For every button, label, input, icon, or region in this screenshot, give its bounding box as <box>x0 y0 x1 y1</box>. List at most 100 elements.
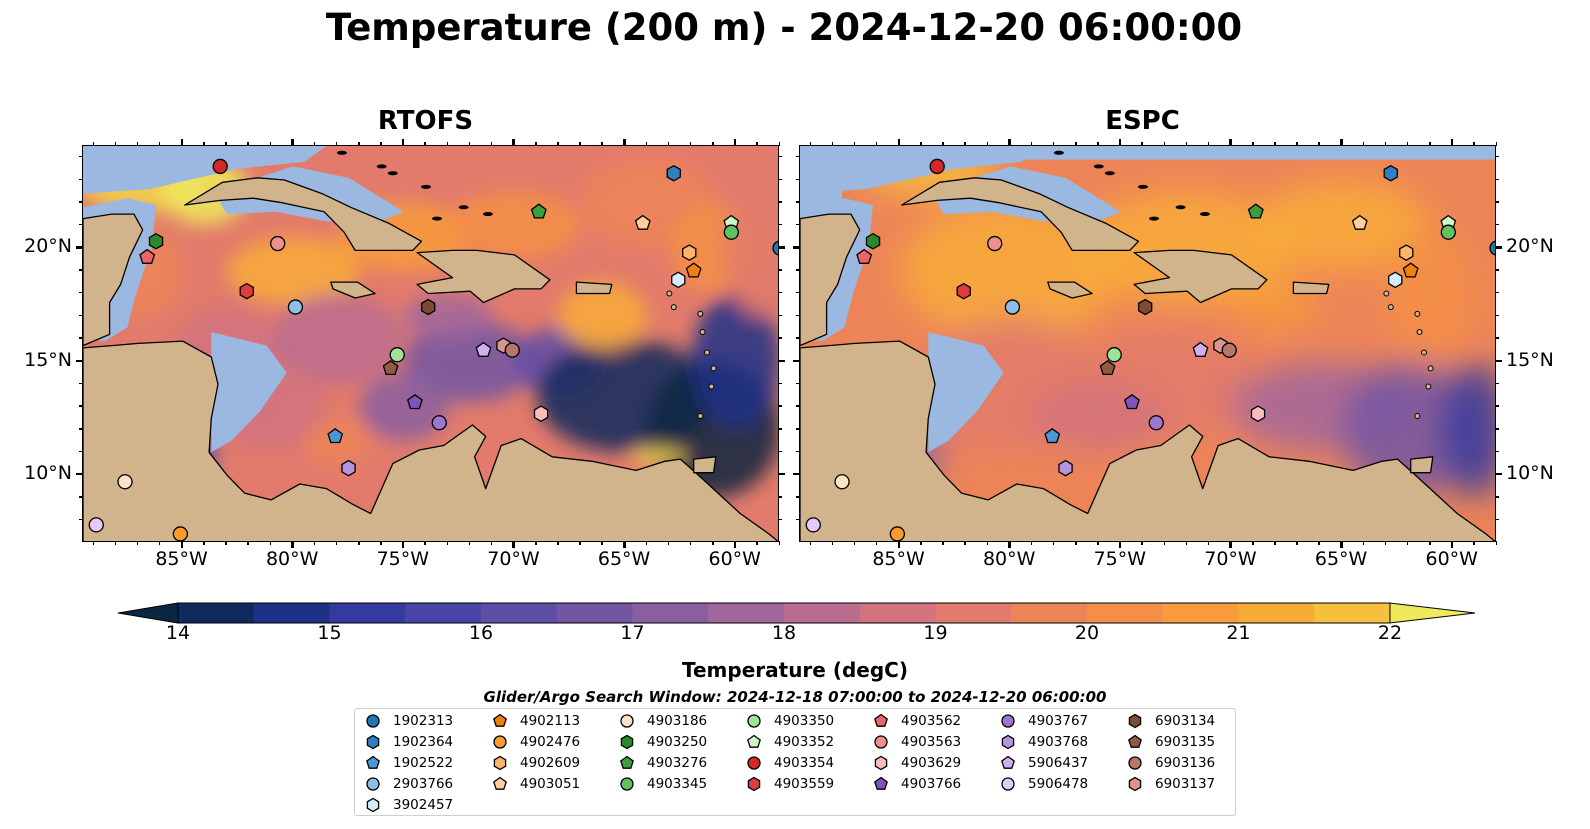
lon-tick-label: 70°W <box>1204 548 1257 570</box>
lon-tick-top <box>1450 139 1454 146</box>
legend-marker-icon <box>366 797 380 813</box>
colorbar-segment <box>481 603 558 623</box>
minor-tick <box>875 142 878 146</box>
float-marker-4902113 <box>685 262 702 278</box>
minor-tick <box>1495 291 1499 294</box>
lon-tick-bottom <box>401 541 405 548</box>
legend-label: 4903767 <box>1028 713 1089 729</box>
minor-tick <box>1495 269 1499 271</box>
lat-tick-left <box>76 359 83 362</box>
legend-marker-1902313 <box>366 714 380 728</box>
legend-marker-6903136 <box>1128 756 1142 770</box>
legend-label: 1902364 <box>393 734 454 750</box>
legend-marker-icon <box>493 755 507 771</box>
legend-marker-icon <box>366 755 380 769</box>
legend-marker-icon <box>747 734 761 748</box>
legend-marker-icon <box>747 776 761 792</box>
colorbar-graphic <box>117 602 1476 624</box>
minor-tick <box>1495 428 1499 430</box>
minor-tick <box>1406 541 1409 545</box>
panel-title-rtofs: RTOFS <box>377 106 474 136</box>
lon-tick-bottom <box>897 541 901 548</box>
minor-tick <box>986 541 989 545</box>
minor-tick <box>1318 541 1320 545</box>
colorbar-segment <box>1314 603 1391 623</box>
float-marker-4903562 <box>856 248 873 264</box>
minor-tick <box>1163 142 1166 146</box>
legend-marker-icon <box>493 776 507 790</box>
minor-tick <box>778 291 782 294</box>
lon-tick-label: 80°W <box>982 548 1036 570</box>
legend-marker-icon <box>366 734 380 750</box>
float-marker-4903350 <box>389 347 405 363</box>
legend-marker-4903768 <box>1001 734 1015 750</box>
figure-title: Temperature (200 m) - 2024-12-20 06:00:0… <box>325 6 1243 49</box>
minor-tick <box>1030 541 1033 545</box>
legend-label: 4903559 <box>774 776 835 792</box>
legend-marker-4903276 <box>620 755 634 769</box>
minor-tick <box>796 223 800 226</box>
minor-tick <box>796 382 800 385</box>
colorbar-tick-label: 19 <box>923 622 948 644</box>
float-marker-4903629 <box>533 405 549 423</box>
lon-tick-bottom <box>1008 541 1011 548</box>
legend-marker-icon <box>747 714 761 728</box>
float-marker-4902476 <box>889 526 906 541</box>
legend-label: 6903134 <box>1155 713 1216 729</box>
minor-tick <box>1495 382 1499 385</box>
legend-label: 4903186 <box>647 713 708 729</box>
minor-tick <box>778 496 782 498</box>
minor-tick <box>468 142 471 146</box>
minor-tick <box>1097 142 1099 146</box>
lat-tick-left <box>793 472 800 476</box>
float-marker-4903051 <box>634 214 651 230</box>
legend-label: 4903354 <box>774 755 835 771</box>
legend-label: 4903345 <box>647 776 708 792</box>
legend-label: 4903563 <box>901 734 962 750</box>
float-marker-4903276 <box>530 203 547 219</box>
legend-marker-4903766 <box>874 776 888 790</box>
minor-tick <box>778 382 782 385</box>
lon-tick-label: 60°W <box>1425 548 1478 570</box>
minor-tick <box>853 541 856 545</box>
float-marker-5906437 <box>475 341 492 357</box>
lon-tick-bottom <box>180 541 184 548</box>
minor-tick <box>1075 541 1077 545</box>
minor-tick <box>92 142 95 146</box>
lon-tick-bottom <box>1229 541 1232 548</box>
float-marker-4903767 <box>431 415 447 431</box>
legend-marker-icon <box>1128 734 1142 748</box>
legend-marker-4903767 <box>1001 714 1015 728</box>
minor-tick <box>1495 314 1499 317</box>
legend-marker-icon <box>366 714 380 728</box>
float-marker-2903766 <box>287 299 304 315</box>
minor-tick <box>1274 541 1276 545</box>
minor-tick <box>986 142 989 146</box>
colorbar-segment <box>405 603 482 623</box>
minor-tick <box>1075 142 1077 146</box>
minor-tick <box>79 428 83 430</box>
float-marker-4903629 <box>1250 405 1266 423</box>
float-marker-1902313 <box>772 240 778 256</box>
lat-tick-label-left: 15°N <box>24 348 72 371</box>
lat-tick-left <box>793 359 800 362</box>
legend-marker-4903352 <box>747 734 761 748</box>
legend-marker-icon <box>620 714 634 728</box>
minor-tick <box>1495 450 1499 453</box>
minor-tick <box>1052 142 1055 146</box>
minor-tick <box>778 269 782 271</box>
lon-tick-top <box>1118 139 1122 146</box>
colorbar-tick-label: 22 <box>1377 622 1403 644</box>
minor-tick <box>796 518 800 521</box>
minor-tick <box>1296 142 1298 146</box>
legend-marker-4902476 <box>493 735 507 749</box>
float-marker-4903562 <box>139 248 156 264</box>
minor-tick <box>1495 178 1499 181</box>
float-marker-3902457 <box>1388 271 1403 289</box>
minor-tick <box>79 337 83 339</box>
minor-tick <box>1495 155 1499 158</box>
legend-item-5906437: 5906437 <box>998 753 1088 773</box>
colorbar-tick-label: 18 <box>771 622 797 644</box>
float-marker-4903768 <box>341 459 356 477</box>
legend-item-4903345: 4903345 <box>617 774 707 794</box>
